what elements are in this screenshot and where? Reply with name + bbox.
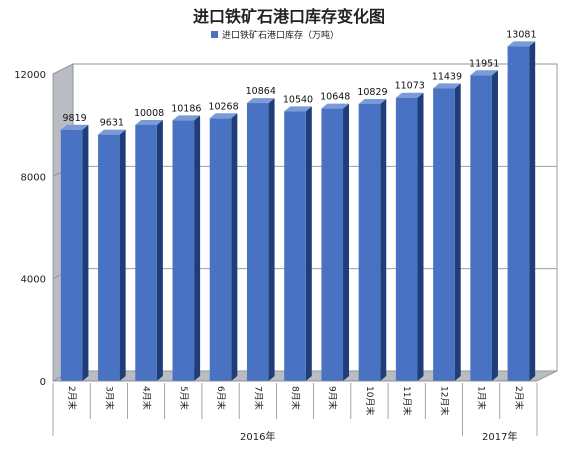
x-tick-label: 12月末 [438, 386, 450, 415]
bar-side [82, 124, 89, 382]
x-tick-label: 7月末 [252, 386, 264, 410]
bar-front [98, 134, 120, 381]
bar-top [172, 115, 201, 121]
x-tick-label: 4月末 [141, 386, 153, 410]
bar-front [135, 124, 157, 381]
bar-front [321, 108, 344, 381]
bar-top [321, 103, 350, 109]
x-tick-label: 1月末 [476, 386, 488, 410]
bar-side [491, 70, 498, 381]
bar-top [470, 70, 498, 76]
bar-top [98, 129, 126, 135]
bar-front [433, 88, 455, 382]
x-tick-label: 5月末 [178, 386, 190, 410]
group-label: 2016年 [240, 430, 275, 443]
bar [172, 115, 201, 381]
bar [507, 41, 536, 381]
x-tick-label: 10月末 [364, 386, 376, 415]
bar-side [454, 83, 461, 382]
bar-side [380, 98, 387, 382]
bar [209, 113, 238, 381]
bar-side [194, 115, 201, 381]
gridline [52, 63, 557, 75]
data-label: 11439 [432, 71, 462, 82]
bar-side [529, 41, 536, 381]
bar-top [209, 113, 238, 119]
legend-swatch [211, 31, 218, 38]
legend-label: 进口铁矿石港口库存（万吨） [222, 29, 339, 41]
bar-front [507, 46, 530, 381]
bar-top [507, 41, 536, 47]
data-label: 10008 [134, 108, 164, 119]
bar-top [135, 119, 163, 125]
bar-top [284, 106, 312, 112]
x-tick-label: 2月末 [513, 386, 525, 410]
bar-side [156, 119, 163, 381]
bar [135, 119, 163, 381]
bar-side [119, 129, 126, 381]
data-label: 13081 [506, 29, 536, 40]
legend: 进口铁矿石港口库存（万吨） [211, 29, 339, 41]
group-label: 2017年 [482, 430, 517, 443]
bar-side [305, 106, 312, 381]
x-tick-label: 8月末 [290, 386, 302, 410]
bar-top [358, 98, 387, 104]
plot-area: 0 4000 8000 12000 9819 9631 10008 10186 10268 108… [14, 29, 558, 443]
data-label: 10864 [246, 86, 276, 97]
bar [246, 98, 275, 381]
x-tick-label: 9月末 [327, 386, 339, 410]
y-tick-label: 12000 [14, 70, 46, 81]
bar [470, 70, 498, 381]
x-tick-label: 3月末 [103, 386, 115, 410]
bar-front [284, 111, 306, 381]
bar-side [231, 113, 238, 381]
x-tick-label: 6月末 [215, 386, 227, 410]
bar [321, 103, 350, 381]
bar-front [60, 129, 83, 381]
y-tick-label: 4000 [21, 275, 46, 286]
data-label: 9819 [63, 113, 87, 124]
data-label: 10540 [283, 94, 313, 105]
bar-top [395, 92, 424, 98]
y-tick-label: 0 [40, 377, 46, 388]
bar-top [246, 98, 275, 104]
bar-top [60, 124, 89, 130]
data-label: 11073 [395, 81, 425, 92]
bar-side [343, 103, 350, 381]
bar [433, 83, 461, 382]
bar [98, 129, 126, 381]
bar [395, 92, 424, 381]
y-tick-label: 8000 [21, 172, 46, 183]
bar-side [417, 92, 424, 381]
data-label: 10268 [208, 101, 238, 112]
data-label: 10186 [171, 103, 201, 114]
bar [284, 106, 312, 381]
bar-front [209, 118, 232, 381]
bar-front [358, 103, 381, 382]
bar-front [395, 97, 418, 381]
x-tick-label: 11月末 [401, 386, 413, 415]
x-tick-label: 2月末 [66, 386, 78, 410]
data-label: 11951 [469, 58, 499, 69]
data-label: 10829 [357, 87, 387, 98]
chart-title: 进口铁矿石港口库存变化图 [193, 7, 385, 26]
data-label: 10648 [320, 92, 350, 103]
bar-side [268, 98, 275, 381]
bar [60, 124, 89, 382]
bar-front [470, 75, 492, 381]
bar-front [172, 120, 195, 381]
data-label: 9631 [100, 118, 124, 129]
bar-top [433, 83, 461, 89]
bar-front [246, 103, 269, 381]
bar [358, 98, 387, 382]
